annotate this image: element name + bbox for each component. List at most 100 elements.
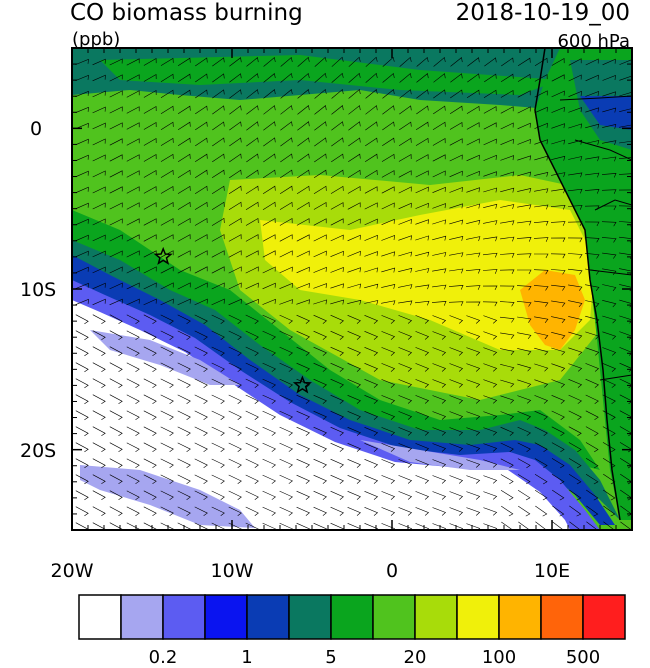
wind-barb — [279, 299, 293, 305]
wind-barb — [449, 507, 464, 516]
wind-barb — [195, 121, 208, 131]
wind-barb — [432, 347, 447, 356]
wind-barb — [364, 411, 379, 420]
wind-barb — [585, 74, 599, 82]
wind-barb — [246, 121, 259, 131]
wind-barb — [602, 205, 617, 211]
wind-barb — [126, 490, 140, 501]
wind-barb — [160, 346, 174, 357]
wind-barb — [228, 410, 242, 420]
wind-barb — [432, 379, 447, 388]
wind-barb — [330, 458, 344, 468]
wind-barb — [500, 220, 515, 226]
wind-barb — [109, 202, 123, 210]
wind-barb — [177, 153, 191, 162]
wind-barb — [517, 122, 531, 130]
wind-barb — [195, 137, 208, 147]
wind-barb — [195, 89, 208, 99]
wind-barb — [245, 185, 259, 195]
wind-barb — [297, 121, 310, 131]
wind-barb — [211, 266, 225, 274]
wind-barb — [211, 346, 225, 356]
wind-barb — [160, 218, 174, 226]
wind-barb — [550, 221, 566, 226]
wind-barb — [381, 379, 396, 388]
wind-barb — [245, 474, 259, 484]
wind-barb — [416, 89, 429, 99]
wind-barb — [126, 154, 140, 162]
wind-barb — [603, 473, 616, 485]
wind-barb — [177, 217, 191, 226]
wind-barb — [211, 217, 225, 226]
wind-barb — [568, 426, 582, 437]
wind-barb — [551, 363, 566, 372]
wind-barb — [449, 347, 464, 356]
wind-barb — [364, 507, 379, 516]
wind-barb — [467, 73, 480, 83]
wind-barb — [126, 330, 140, 341]
wind-barb — [381, 395, 396, 404]
wind-barb — [75, 58, 89, 65]
wind-barb — [535, 521, 547, 530]
wind-barb — [228, 426, 242, 436]
wind-barb — [228, 298, 242, 306]
wind-barb — [262, 234, 276, 242]
wind-barb — [211, 474, 225, 484]
wind-barb — [211, 442, 225, 452]
wind-barb — [466, 347, 481, 356]
wind-barb — [517, 348, 532, 356]
wind-barb — [228, 442, 242, 452]
wind-barb — [415, 427, 430, 436]
axis-ticks — [71, 47, 633, 531]
wind-barb — [517, 106, 531, 114]
wind-barb — [517, 426, 531, 436]
wind-barb — [449, 363, 464, 372]
wind-barb — [75, 74, 89, 81]
wind-barb — [398, 507, 413, 516]
wind-barb — [483, 187, 498, 193]
wind-barb — [126, 378, 140, 389]
wind-barb — [568, 284, 583, 291]
wind-barb — [568, 363, 583, 372]
wind-barb — [602, 363, 617, 372]
wind-barb — [568, 331, 583, 340]
wind-barb — [381, 411, 396, 420]
wind-barb — [534, 74, 548, 82]
wind-barb — [109, 234, 123, 242]
wind-barb — [75, 346, 89, 357]
wind-barb — [499, 285, 515, 291]
wind-barb — [483, 411, 498, 420]
wind-barb — [228, 217, 242, 226]
wind-barb — [160, 506, 174, 517]
wind-barb — [398, 427, 413, 436]
wind-barb — [534, 363, 549, 372]
wind-barb — [381, 331, 396, 340]
wind-barb — [585, 91, 599, 97]
wind-barb — [501, 57, 514, 67]
wind-barb — [330, 234, 344, 242]
wind-barb — [75, 90, 89, 97]
orange-patch — [520, 270, 585, 350]
wind-barb — [228, 234, 242, 242]
wind-barb — [534, 171, 549, 177]
wind-barb — [347, 475, 361, 484]
wind-barb — [398, 219, 412, 225]
wind-barb — [415, 284, 430, 290]
wind-barb — [347, 185, 361, 194]
wind-barb — [585, 107, 600, 113]
wind-barb — [160, 474, 174, 485]
wind-barb — [568, 410, 582, 421]
wind-barb — [483, 106, 497, 114]
wind-barb — [499, 301, 515, 307]
wind-barb — [126, 474, 140, 485]
wind-barb — [211, 250, 225, 258]
wind-barb — [92, 410, 106, 421]
wind-barb — [143, 458, 157, 469]
wind-barb — [552, 521, 564, 530]
wind-barb — [330, 314, 344, 324]
wind-barb — [92, 186, 106, 194]
wind-barb — [449, 459, 464, 468]
wind-barb — [296, 442, 310, 452]
wind-barb — [517, 220, 532, 226]
wind-barb — [365, 72, 378, 83]
